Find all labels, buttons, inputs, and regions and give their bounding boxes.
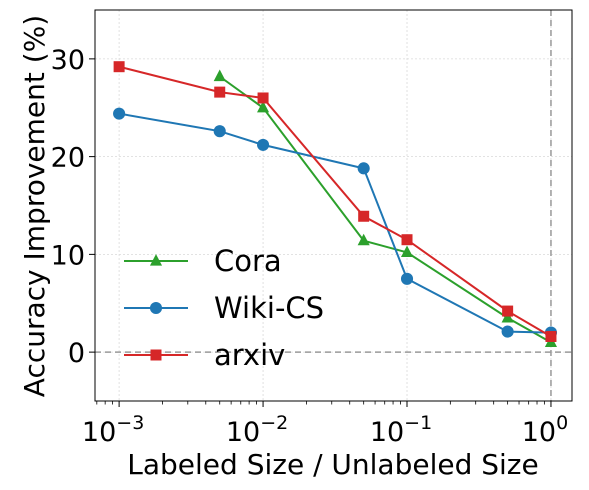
wiki-cs-data-point	[213, 125, 226, 138]
arxiv-data-point	[358, 210, 370, 222]
arxiv-data-point	[113, 61, 125, 73]
y-axis-label: Accuracy Improvement (%)	[18, 15, 51, 397]
x-tick-base: 10	[370, 417, 404, 448]
wiki-cs-data-point	[357, 162, 370, 175]
legend-marker-cora	[149, 254, 163, 266]
cora-data-point	[501, 310, 514, 323]
arxiv-data-point	[502, 305, 514, 317]
x-tick-exponent: 0	[556, 412, 568, 434]
grid-lines	[95, 10, 572, 401]
series-group	[113, 61, 558, 347]
wiki-cs-data-point	[501, 325, 514, 338]
cora-data-point	[357, 233, 370, 246]
wiki-cs-data-point	[400, 272, 414, 285]
cora-series-line	[219, 75, 552, 344]
legend: Cora Wiki-CS arxiv	[124, 244, 324, 372]
legend-label-arxiv: arxiv	[214, 338, 285, 372]
x-tick-base: 10	[522, 417, 556, 448]
x-tick-label: 10−1	[370, 412, 432, 448]
x-tick-base: 10	[82, 417, 116, 448]
legend-marker-wiki-cs	[149, 301, 163, 315]
arxiv-data-point	[545, 330, 557, 342]
wiki-cs-data-point	[257, 138, 270, 151]
wiki-cs-series-line	[118, 112, 552, 334]
y-tick-label: 0	[68, 338, 85, 369]
x-tick-exponent: −2	[260, 412, 288, 434]
x-tick-label: 10−2	[226, 412, 288, 448]
x-tick-base: 10	[226, 417, 260, 448]
x-tick-label: 100	[522, 412, 568, 448]
x-tick-exponent: −3	[116, 412, 144, 434]
x-tick-exponent: −1	[404, 412, 432, 434]
y-tick-label: 30	[51, 45, 85, 76]
arxiv-data-point	[257, 92, 269, 104]
cora-data-point	[400, 245, 414, 258]
y-tick-label: 20	[51, 143, 85, 174]
arxiv-data-point	[401, 234, 413, 246]
cora-data-point	[213, 69, 226, 82]
reference-lines	[95, 10, 572, 401]
legend-marker-arxiv	[150, 349, 162, 361]
x-axis-label: Labeled Size / Unlabeled Size	[127, 448, 538, 481]
plot-frame	[94, 9, 573, 402]
y-tick-label: 10	[51, 240, 85, 271]
wiki-cs-data-point	[113, 107, 126, 120]
x-tick-label: 10−3	[82, 412, 144, 448]
legend-label-cora: Cora	[214, 244, 282, 278]
legend-label-wiki-cs: Wiki-CS	[214, 291, 324, 325]
arxiv-data-point	[214, 86, 226, 98]
cora-data-point	[257, 100, 270, 113]
